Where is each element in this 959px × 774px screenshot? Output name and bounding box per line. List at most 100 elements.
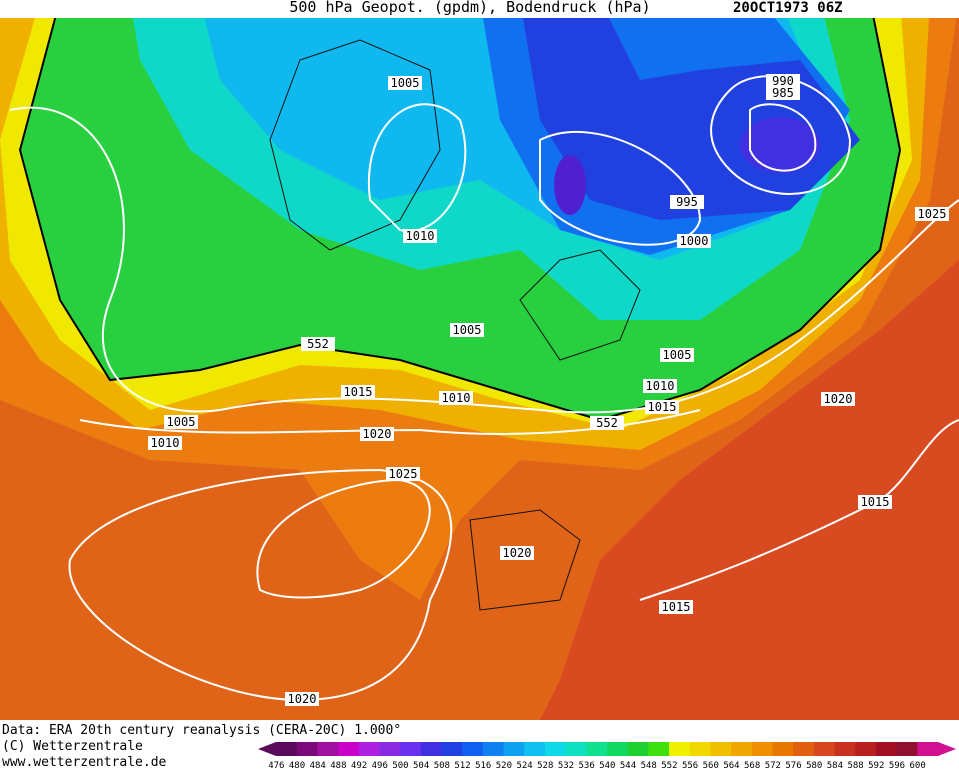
contour-label-bg	[164, 415, 198, 429]
colorbar-swatch	[400, 742, 422, 756]
colorbar-label: 516	[475, 761, 491, 770]
colorbar-label: 520	[496, 761, 512, 770]
colorbar-label: 556	[682, 761, 698, 770]
contour-label-bg	[500, 546, 534, 560]
colorbar-swatch	[462, 742, 484, 756]
contour-label: 1020	[503, 546, 532, 560]
colorbar-swatch	[544, 742, 567, 756]
colorbar-label: 584	[827, 761, 843, 770]
colorbar-label: 564	[723, 761, 739, 770]
contour-label: 552	[307, 337, 329, 351]
contour-label: 1025	[918, 207, 947, 221]
contour-label-bg	[766, 86, 800, 100]
colorbar-label: 484	[310, 761, 326, 770]
contour-label-bg	[386, 467, 420, 481]
colorbar-label: 504	[413, 761, 429, 770]
colorbar-swatch	[358, 742, 380, 756]
colorbar-swatch	[772, 742, 794, 756]
colorbar-label: 500	[392, 761, 408, 770]
contour-label: 1020	[288, 692, 317, 706]
colorbar-swatch	[420, 742, 442, 756]
colorbar-swatch	[379, 742, 401, 756]
colorbar-arrow-high	[938, 742, 956, 756]
contour-label-bg	[915, 207, 949, 221]
contour-label: 1010	[646, 379, 675, 393]
contour-label-bg	[590, 416, 624, 430]
colorbar-label: 508	[434, 761, 450, 770]
colorbar-label: 532	[558, 761, 574, 770]
contour-label: 1005	[167, 415, 196, 429]
map-title: 500 hPa Geopot. (gpdm), Bodendruck (hPa)	[289, 0, 650, 16]
contour-label-bg	[148, 436, 182, 450]
colorbar-label: 600	[910, 761, 926, 770]
colorbar-label: 488	[330, 761, 346, 770]
contour-label-bg	[388, 76, 422, 90]
contour-label: 1015	[861, 495, 890, 509]
colorbar-label: 512	[454, 761, 470, 770]
contour-label-bg	[285, 692, 319, 706]
contour-label-bg	[439, 391, 473, 405]
colorbar-swatch	[296, 742, 318, 756]
header-band	[0, 0, 959, 18]
colorbar-swatch	[338, 742, 360, 756]
colorbar-swatch	[524, 742, 546, 756]
contour-label-bg	[645, 400, 679, 414]
contour-label-bg	[301, 337, 335, 351]
data-source: Data: ERA 20th century reanalysis (CERA-…	[2, 723, 401, 738]
colorbar-swatch	[917, 742, 939, 756]
contour-label-bg	[403, 229, 437, 243]
contour-label: 1010	[151, 436, 180, 450]
contour-label: 1015	[662, 600, 691, 614]
contour-label: 552	[596, 416, 618, 430]
colorbar-label: 476	[268, 761, 284, 770]
map	[0, 0, 959, 720]
colorbar-swatch	[482, 742, 505, 756]
colorbar-swatch	[813, 742, 836, 756]
colorbar-label: 540	[599, 761, 615, 770]
colorbar-label: 552	[661, 761, 677, 770]
contour-label: 990	[772, 74, 794, 88]
colorbar-label: 560	[703, 761, 719, 770]
contour-label: 1020	[363, 427, 392, 441]
colorbar-swatch	[317, 742, 339, 756]
contour-label: 1010	[406, 229, 435, 243]
colorbar-swatch	[276, 742, 298, 756]
colorbar-swatch	[607, 742, 629, 756]
colorbar: 476 480 484 488 492 496 500 504 508 512 516 520 524 5…	[258, 742, 956, 771]
contour-label: 985	[772, 86, 794, 100]
colorbar-arrow-low	[258, 742, 276, 756]
contour-label-bg	[677, 234, 711, 248]
contour-label-bg	[341, 385, 375, 399]
contour-label: 1020	[824, 392, 853, 406]
map-date: 20OCT1973 06Z	[733, 0, 843, 16]
colorbar-swatch	[669, 742, 691, 756]
contour-label: 1005	[391, 76, 420, 90]
colorbar-swatch	[731, 742, 753, 756]
colorbar-label: 528	[537, 761, 553, 770]
colorbar-swatch	[834, 742, 856, 756]
colorbar-label: 572	[765, 761, 781, 770]
contour-label: 1005	[663, 348, 692, 362]
colorbar-label: 480	[289, 761, 305, 770]
colorbar-swatch	[896, 742, 918, 756]
colorbar-swatch	[689, 742, 711, 756]
colorbar-label: 496	[372, 761, 388, 770]
contour-label: 1025	[389, 467, 418, 481]
colorbar-swatch	[710, 742, 732, 756]
contour-label-bg	[670, 195, 704, 209]
colorbar-swatch	[627, 742, 649, 756]
colorbar-label: 492	[351, 761, 367, 770]
contour-label: 995	[676, 195, 698, 209]
colorbar-label: 568	[744, 761, 760, 770]
contour-label: 1010	[442, 391, 471, 405]
contour-label-bg	[660, 348, 694, 362]
contour-label: 1015	[648, 400, 677, 414]
contour-label-bg	[360, 427, 394, 441]
colorbar-swatch	[441, 742, 463, 756]
colorbar-swatch	[648, 742, 670, 756]
colorbar-label: 580	[806, 761, 822, 770]
colorbar-swatch	[586, 742, 608, 756]
colorbar-swatch	[793, 742, 815, 756]
